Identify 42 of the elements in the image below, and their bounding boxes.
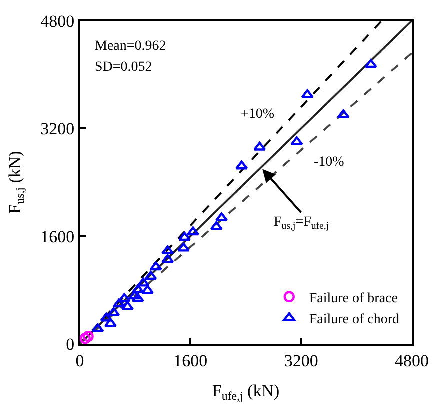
point xyxy=(210,221,223,230)
point xyxy=(80,333,91,344)
point xyxy=(132,293,144,302)
annotation: SD=0.052 xyxy=(95,60,152,75)
point xyxy=(177,242,190,252)
point xyxy=(137,278,150,287)
x-tick-label: 1600 xyxy=(174,351,208,370)
point xyxy=(118,293,131,302)
annotation: F$_{us,j}$=F$_{ufe,j}$ xyxy=(274,215,330,232)
point xyxy=(112,298,126,308)
point xyxy=(150,262,162,271)
point xyxy=(82,331,94,342)
point xyxy=(364,59,378,68)
point xyxy=(121,301,134,310)
point xyxy=(100,312,113,322)
annotation: -10% xyxy=(314,155,345,170)
point xyxy=(108,307,120,316)
legend-label: Failure of brace xyxy=(309,291,398,306)
point xyxy=(215,212,228,222)
point xyxy=(104,318,118,328)
point xyxy=(337,110,350,119)
annotation: Mean=0.962 xyxy=(95,39,166,54)
y-tick-label: 4800 xyxy=(40,12,75,31)
legend-label: Failure of chord xyxy=(309,312,400,328)
y-tick-label: 1600 xyxy=(40,227,75,246)
point xyxy=(141,285,154,294)
point xyxy=(128,290,142,300)
point xyxy=(162,254,174,264)
point xyxy=(186,226,200,236)
x-tick-label: 4800 xyxy=(395,351,429,370)
x-axis-title: F$_{ufe,j}$ (kN) xyxy=(212,381,280,403)
point xyxy=(178,232,192,242)
y-tick-label: 0 xyxy=(66,334,75,354)
y-tick-label: 3200 xyxy=(40,120,75,139)
point xyxy=(92,324,104,333)
point xyxy=(254,142,266,151)
point xyxy=(132,284,144,294)
x-tick-label: 3200 xyxy=(284,351,318,370)
point xyxy=(301,89,314,98)
point xyxy=(236,160,248,170)
point xyxy=(144,271,158,280)
annotation: +10% xyxy=(241,107,275,122)
